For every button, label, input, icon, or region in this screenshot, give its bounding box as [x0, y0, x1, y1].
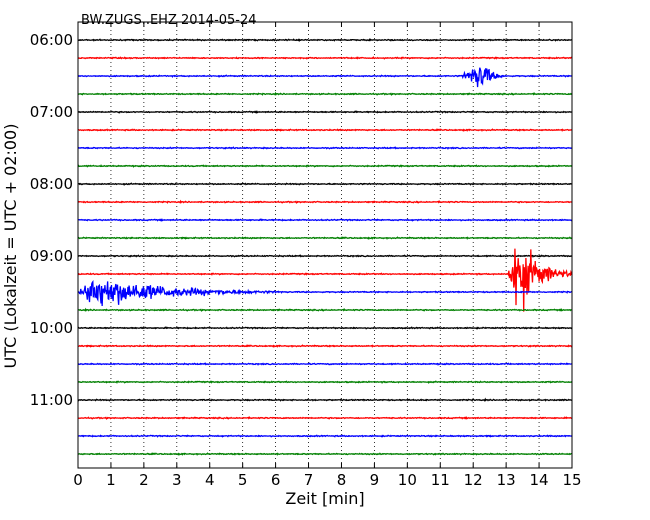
seismic-trace — [78, 326, 572, 330]
seismic-trace — [78, 254, 572, 258]
seismic-trace — [78, 199, 572, 204]
seismic-trace — [78, 279, 572, 307]
x-tick-label: 6 — [271, 471, 281, 489]
x-axis-label: Zeit [min] — [285, 489, 364, 508]
x-tick-label: 3 — [172, 471, 182, 489]
y-tick-label: 07:00 — [30, 103, 73, 121]
y-axis-label: UTC (Lokalzeit = UTC + 02:00) — [1, 124, 20, 369]
x-tick-label: 13 — [497, 471, 516, 489]
axis-ticks: 0 1 2 3 4 5 6 7 8 9 10 11 12 13 14 1506:0007:0008:0009:… — [30, 22, 582, 489]
seismic-trace — [78, 164, 572, 168]
y-tick-label: 06:00 — [30, 31, 73, 49]
seismic-trace — [78, 452, 572, 456]
seismic-trace — [78, 182, 572, 186]
x-tick-label: 14 — [530, 471, 549, 489]
seismic-trace — [78, 56, 572, 60]
seismic-trace — [78, 146, 572, 150]
y-tick-label: 09:00 — [30, 247, 73, 265]
x-tick-label: 15 — [562, 471, 581, 489]
seismic-trace — [78, 128, 572, 132]
x-tick-label: 11 — [431, 471, 450, 489]
trace-group — [78, 38, 572, 456]
x-tick-label: 9 — [370, 471, 380, 489]
seismic-trace — [78, 91, 572, 96]
x-tick-label: 4 — [205, 471, 215, 489]
seismic-trace — [78, 362, 572, 366]
y-tick-label: 11:00 — [30, 391, 73, 409]
y-tick-label: 08:00 — [30, 175, 73, 193]
x-tick-label: 2 — [139, 471, 149, 489]
seismic-trace — [78, 38, 572, 43]
chart-title: BW.ZUGS..EHZ 2014-05-24 — [81, 13, 257, 28]
x-tick-label: 7 — [304, 471, 314, 489]
x-tick-label: 5 — [238, 471, 248, 489]
plot-frame — [77, 21, 573, 469]
seismic-trace — [78, 248, 572, 312]
seismic-trace — [78, 397, 572, 402]
x-tick-label: 10 — [398, 471, 417, 489]
seismic-trace — [78, 307, 572, 312]
seismic-trace — [78, 434, 572, 438]
x-tick-label: 0 — [73, 471, 83, 489]
y-tick-label: 10:00 — [30, 319, 73, 337]
seismic-trace — [78, 67, 572, 88]
seismic-trace — [78, 218, 572, 222]
x-tick-label: 12 — [464, 471, 483, 489]
x-tick-label: 1 — [106, 471, 116, 489]
seismic-trace — [78, 344, 572, 348]
seismic-trace — [78, 236, 572, 240]
seismic-trace — [78, 380, 572, 384]
x-tick-label: 8 — [337, 471, 347, 489]
seismic-trace — [78, 416, 572, 420]
seismic-trace — [78, 110, 572, 114]
